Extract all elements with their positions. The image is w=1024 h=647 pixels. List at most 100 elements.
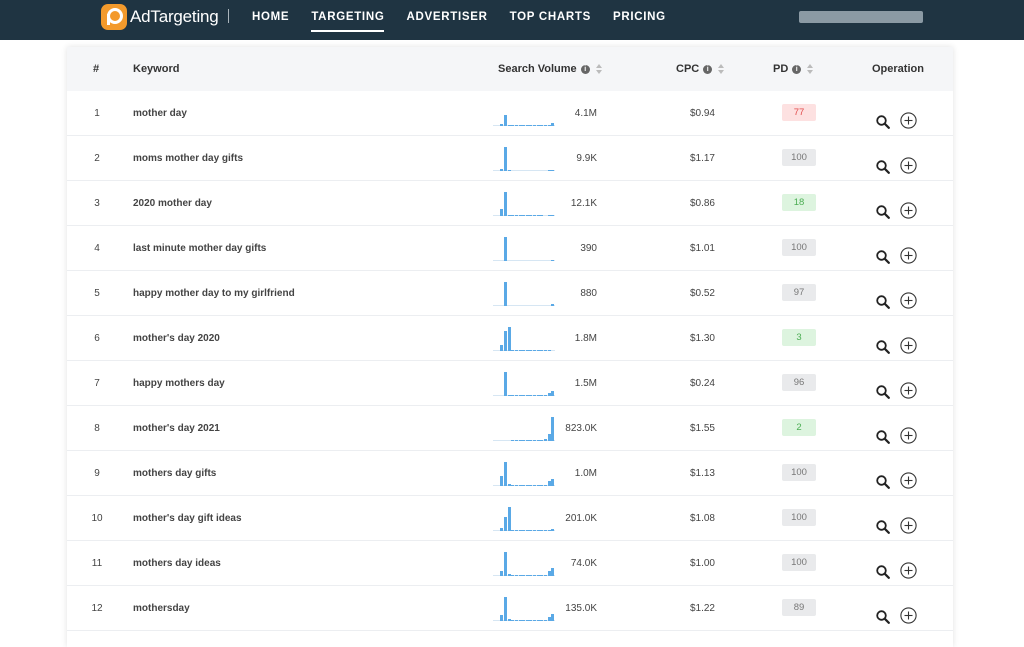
- sparkline-bar: [540, 350, 544, 351]
- sort-icon[interactable]: [595, 64, 603, 74]
- search-icon[interactable]: [875, 555, 891, 579]
- search-icon[interactable]: [875, 330, 891, 354]
- search-icon[interactable]: [875, 600, 891, 624]
- pd-badge: 3: [782, 329, 816, 346]
- sparkline-bar: [500, 476, 504, 486]
- nav-item-home[interactable]: HOME: [252, 11, 290, 23]
- search-icon[interactable]: [875, 375, 891, 399]
- table-row[interactable]: 7 happy mothers day 1.5M $0.24 96: [67, 361, 953, 406]
- sparkline-bar: [536, 620, 540, 621]
- sparkline-bar: [547, 434, 551, 441]
- keyword-text[interactable]: happy mother day to my girlfriend: [133, 288, 295, 299]
- add-circle-icon[interactable]: [900, 194, 917, 219]
- cpc-value: $0.52: [689, 288, 715, 299]
- add-circle-icon[interactable]: [900, 239, 917, 264]
- keyword-text[interactable]: last minute mother day gifts: [133, 243, 267, 254]
- sparkline-bar: [518, 215, 522, 216]
- cpc-value: $1.55: [689, 423, 715, 434]
- sparkline-bar: [551, 568, 555, 576]
- sparkline-bar: [529, 485, 533, 486]
- sparkline-bar: [507, 170, 511, 171]
- search-volume: 1.0M: [574, 468, 597, 479]
- sparkline-baseline: [493, 260, 555, 261]
- search-icon[interactable]: [875, 285, 891, 309]
- account-menu-placeholder[interactable]: [799, 11, 923, 23]
- sort-icon[interactable]: [807, 64, 814, 74]
- add-circle-icon[interactable]: [900, 284, 917, 309]
- search-icon[interactable]: [875, 105, 891, 129]
- cpc-value: $0.86: [689, 198, 715, 209]
- pd-badge: 77: [782, 104, 816, 121]
- volume-trend-sparkline: [493, 462, 555, 486]
- sparkline-bar: [533, 440, 537, 441]
- keyword-text[interactable]: mothersday: [133, 603, 190, 614]
- row-number: 12: [91, 603, 103, 614]
- add-circle-icon[interactable]: [900, 419, 917, 444]
- search-icon[interactable]: [875, 510, 891, 534]
- table-row[interactable]: 6 mother's day 2020 1.8M $1.30 3: [67, 316, 953, 361]
- add-circle-icon[interactable]: [900, 509, 917, 534]
- add-circle-icon[interactable]: [900, 374, 917, 399]
- add-circle-icon[interactable]: [900, 554, 917, 579]
- search-icon[interactable]: [875, 420, 891, 444]
- keyword-text[interactable]: moms mother day gifts: [133, 153, 244, 164]
- nav-item-top-charts[interactable]: TOP CHARTS: [509, 11, 591, 23]
- table-row[interactable]: 2 moms mother day gifts 9.9K $1.17 100: [67, 136, 953, 181]
- add-circle-icon[interactable]: [900, 104, 917, 129]
- sparkline-bar: [511, 620, 515, 621]
- sparkline-bar: [514, 395, 518, 396]
- sparkline-bar: [536, 395, 540, 396]
- add-circle-icon[interactable]: [900, 464, 917, 489]
- sparkline-baseline: [493, 305, 555, 306]
- nav-item-advertiser[interactable]: ADVERTISER: [406, 11, 488, 23]
- header-search-volume[interactable]: Search Volume i: [498, 47, 603, 91]
- table-row[interactable]: 10 mother's day gift ideas 201.0K $1.08 100: [67, 496, 953, 541]
- keyword-text[interactable]: mother's day 2021: [133, 423, 220, 434]
- search-icon[interactable]: [875, 240, 891, 264]
- add-circle-icon[interactable]: [900, 149, 917, 174]
- sparkline-bar: [540, 215, 544, 216]
- sparkline-bar: [547, 571, 551, 576]
- table-row[interactable]: 5 happy mother day to my girlfriend 880 $0.…: [67, 271, 953, 316]
- keyword-text[interactable]: 2020 mother day: [133, 198, 212, 209]
- add-circle-icon[interactable]: [900, 599, 917, 624]
- table-row[interactable]: 3 2020 mother day 12.1K $0.86 18: [67, 181, 953, 226]
- header-cpc[interactable]: CPC i: [676, 47, 725, 91]
- pd-badge: 100: [782, 149, 816, 166]
- sparkline-bar: [503, 462, 507, 486]
- keyword-text[interactable]: happy mothers day: [133, 378, 225, 389]
- search-icon[interactable]: [875, 150, 891, 174]
- table-row[interactable]: 12 mothersday 135.0K $1.22 89: [67, 586, 953, 631]
- info-icon[interactable]: i: [792, 64, 802, 74]
- search-icon[interactable]: [875, 195, 891, 219]
- keyword-text[interactable]: mothers day gifts: [133, 468, 217, 479]
- pd-badge: 100: [782, 509, 816, 526]
- row-number: 8: [94, 423, 100, 434]
- brand-logo[interactable]: AdTargeting: [101, 4, 219, 30]
- keyword-text[interactable]: mother day: [133, 108, 187, 119]
- sparkline-bar: [507, 619, 511, 621]
- cpc-value: $1.01: [689, 243, 715, 254]
- table-row[interactable]: 9 mothers day gifts 1.0M $1.13 100: [67, 451, 953, 496]
- table-row[interactable]: 8 mother's day 2021 823.0K $1.55 2: [67, 406, 953, 451]
- add-circle-icon[interactable]: [900, 329, 917, 354]
- pd-badge: 89: [782, 599, 816, 616]
- info-icon[interactable]: i: [703, 64, 713, 74]
- search-icon[interactable]: [875, 465, 891, 489]
- keyword-text[interactable]: mother's day gift ideas: [133, 513, 242, 524]
- table-row[interactable]: 1 mother day 4.1M $0.94 77: [67, 91, 953, 136]
- keyword-text[interactable]: mothers day ideas: [133, 558, 221, 569]
- sparkline-bar: [551, 479, 555, 486]
- cpc-value: $1.17: [689, 153, 715, 164]
- table-row[interactable]: 11 mothers day ideas 74.0K $1.00 100: [67, 541, 953, 586]
- pd-badge: 100: [782, 464, 816, 481]
- sparkline-bar: [503, 331, 507, 351]
- nav-item-pricing[interactable]: PRICING: [612, 11, 666, 23]
- table-row[interactable]: 4 last minute mother day gifts 390 $1.01 100: [67, 226, 953, 271]
- keyword-text[interactable]: mother's day 2020: [133, 333, 220, 344]
- sparkline-bar: [500, 571, 504, 576]
- sort-icon[interactable]: [718, 64, 725, 74]
- info-icon[interactable]: i: [580, 64, 590, 74]
- nav-item-targeting[interactable]: TARGETING: [311, 0, 385, 36]
- header-pd[interactable]: PD i: [773, 47, 814, 91]
